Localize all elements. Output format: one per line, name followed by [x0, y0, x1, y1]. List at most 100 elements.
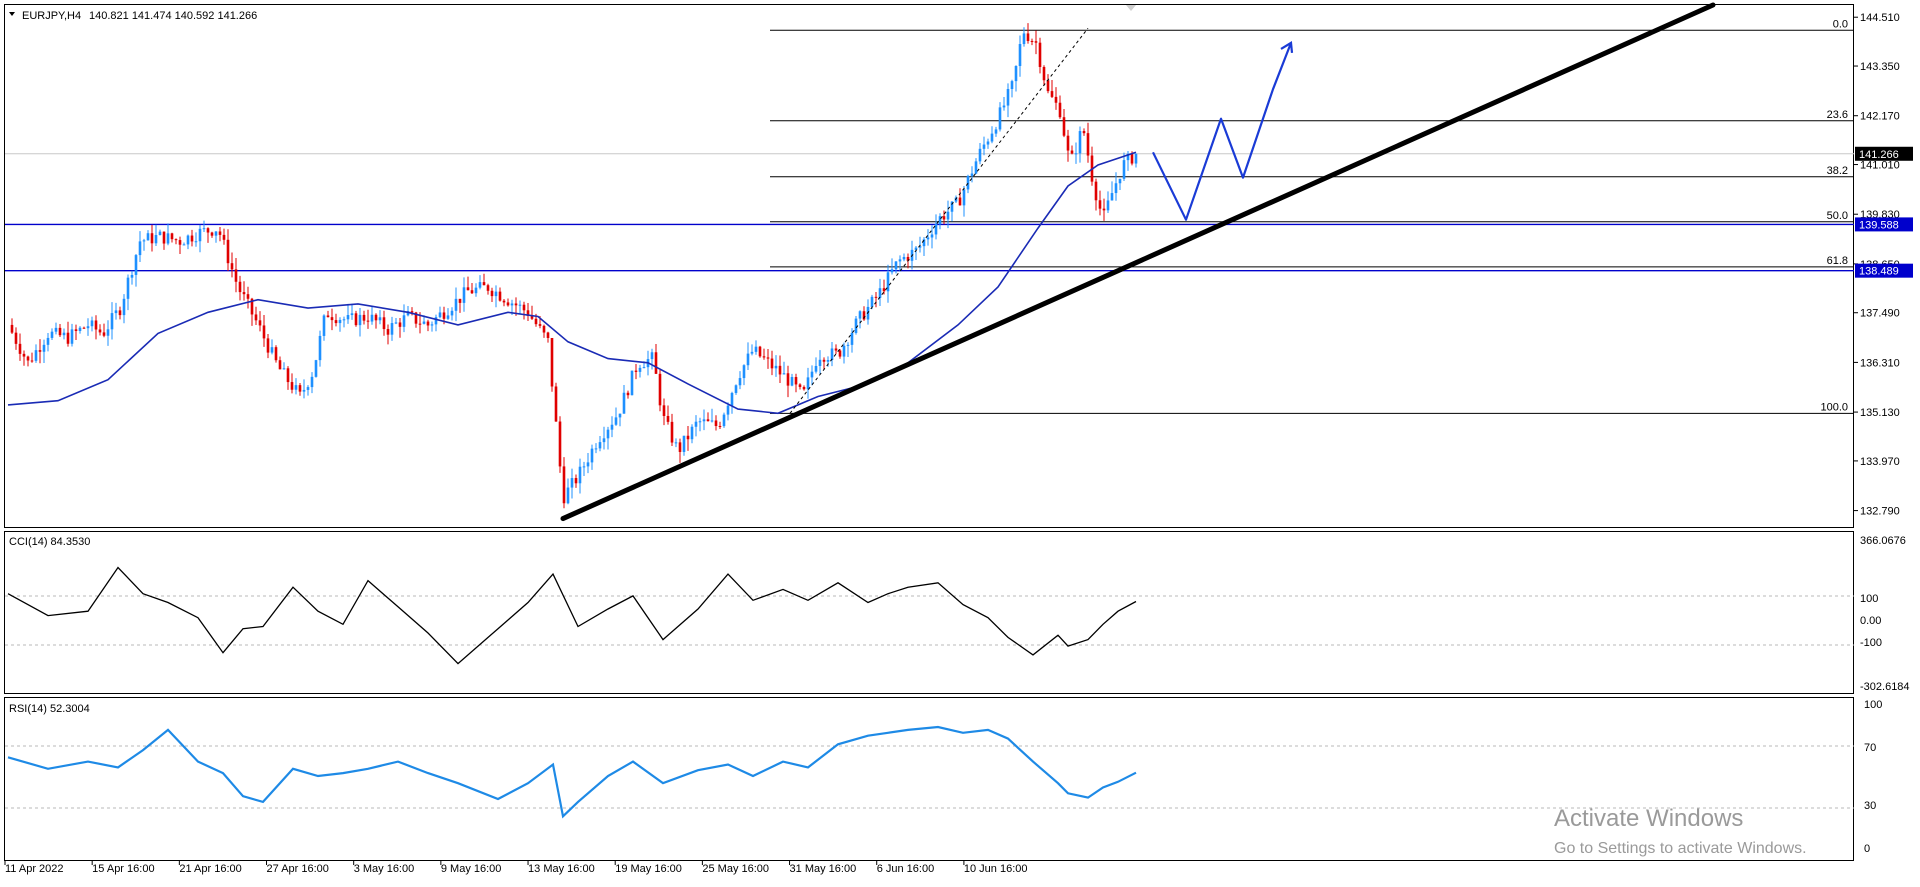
candle-body — [478, 282, 482, 288]
candle-body — [1014, 66, 1018, 82]
chart-shift-marker-icon[interactable] — [1126, 5, 1136, 11]
candle-body — [838, 350, 842, 357]
candle-body — [694, 421, 698, 427]
candle-body — [674, 442, 678, 444]
candle-body — [342, 319, 346, 321]
price-tick-label: 137.490 — [1860, 308, 1900, 320]
candle-body — [362, 314, 366, 321]
candle-body — [994, 129, 998, 134]
candle-body — [886, 272, 890, 292]
candle-body — [806, 377, 810, 390]
candle-body — [1054, 96, 1058, 103]
trendline[interactable] — [560, 2, 1716, 522]
candle-body — [94, 320, 98, 330]
candle-body — [874, 296, 878, 298]
candle-body — [306, 387, 310, 390]
candle-body — [554, 386, 558, 422]
fib-level-label: 0.0 — [1833, 18, 1848, 30]
candle-body — [754, 346, 758, 352]
candle-body — [446, 315, 450, 319]
projection-drawing[interactable] — [1152, 41, 1294, 221]
candle-body — [394, 322, 398, 324]
ohlc-values: 140.821 141.474 140.592 141.266 — [89, 10, 257, 22]
candle-body — [530, 315, 534, 319]
candle-body — [470, 290, 474, 294]
cci-line — [7, 566, 1137, 665]
candle-body — [182, 244, 186, 246]
candle-body — [518, 304, 522, 306]
candle-body — [926, 237, 930, 240]
rsi-axis: 100 70 30 0 — [1864, 699, 1882, 855]
candle-body — [974, 161, 978, 174]
candle-body — [282, 368, 286, 370]
candle-body — [434, 317, 438, 325]
current-price-badge-bg — [1855, 146, 1913, 161]
time-tick-label: 9 May 16:00 — [441, 863, 502, 875]
candle-body — [726, 405, 730, 415]
rsi-label: RSI(14) 52.3004 — [9, 703, 90, 715]
candle-body — [522, 304, 526, 311]
candlesticks — [10, 23, 1138, 509]
candle-body — [46, 337, 50, 345]
price-tick-label: 141.010 — [1860, 160, 1900, 172]
time-tick-label: 6 Jun 16:00 — [877, 863, 935, 875]
candle-body — [738, 378, 742, 386]
candle-body — [1130, 153, 1134, 164]
candle-body — [730, 392, 734, 406]
candle-body — [790, 377, 794, 386]
candle-body — [18, 343, 22, 354]
candle-body — [474, 287, 478, 294]
candle-body — [254, 314, 258, 321]
candle-body — [662, 405, 666, 416]
time-tick-label: 13 May 16:00 — [528, 863, 595, 875]
price-tick-label: 143.350 — [1860, 61, 1900, 73]
horizontal-lines[interactable] — [5, 223, 1854, 272]
candle-body — [498, 291, 502, 301]
candle-body — [538, 324, 542, 326]
candle-body — [582, 466, 586, 468]
candle-body — [422, 321, 426, 324]
candle-body — [490, 290, 494, 297]
fib-level-label: 38.2 — [1827, 165, 1848, 177]
candle-body — [1110, 193, 1114, 201]
candle-body — [878, 288, 882, 298]
candle-body — [130, 274, 134, 278]
candle-body — [558, 421, 562, 467]
symbol-menu-triangle-icon[interactable] — [9, 12, 15, 16]
candle-body — [1066, 135, 1070, 151]
candle-body — [1074, 153, 1078, 155]
candle-body — [290, 382, 294, 390]
candle-body — [1010, 81, 1014, 90]
candle-body — [862, 311, 866, 320]
price-tick-label: 135.130 — [1860, 407, 1900, 419]
candle-body — [378, 317, 382, 321]
candle-body — [842, 345, 846, 357]
candle-body — [1006, 89, 1010, 106]
candle-body — [706, 419, 710, 422]
candle-body — [1122, 160, 1126, 179]
candle-body — [1114, 183, 1118, 194]
cci-tick-label: 0.00 — [1860, 615, 1881, 627]
candle-body — [714, 420, 718, 427]
candle-body — [1030, 40, 1034, 42]
cci-tick-label: 366.0676 — [1860, 535, 1906, 547]
time-tick-label: 11 Apr 2022 — [5, 863, 64, 875]
candle-body — [1018, 44, 1022, 67]
candle-body — [62, 332, 66, 336]
candle-body — [66, 332, 70, 344]
candle-body — [166, 233, 170, 244]
fibonacci-retracement[interactable]: 0.0 23.6 38.2 50.0 61.8 100.0 — [770, 18, 1854, 414]
candle-body — [334, 320, 338, 324]
candle-body — [998, 107, 1002, 130]
candle-body — [494, 291, 498, 297]
candle-body — [246, 294, 250, 299]
candle-body — [354, 313, 358, 326]
rsi-tick-label: 70 — [1864, 742, 1876, 754]
candle-body — [834, 348, 838, 351]
cci-label: CCI(14) 84.3530 — [9, 536, 90, 548]
candle-body — [830, 348, 834, 361]
fib-level-label: 23.6 — [1827, 109, 1848, 121]
candle-body — [294, 385, 298, 390]
candle-body — [1042, 66, 1046, 81]
